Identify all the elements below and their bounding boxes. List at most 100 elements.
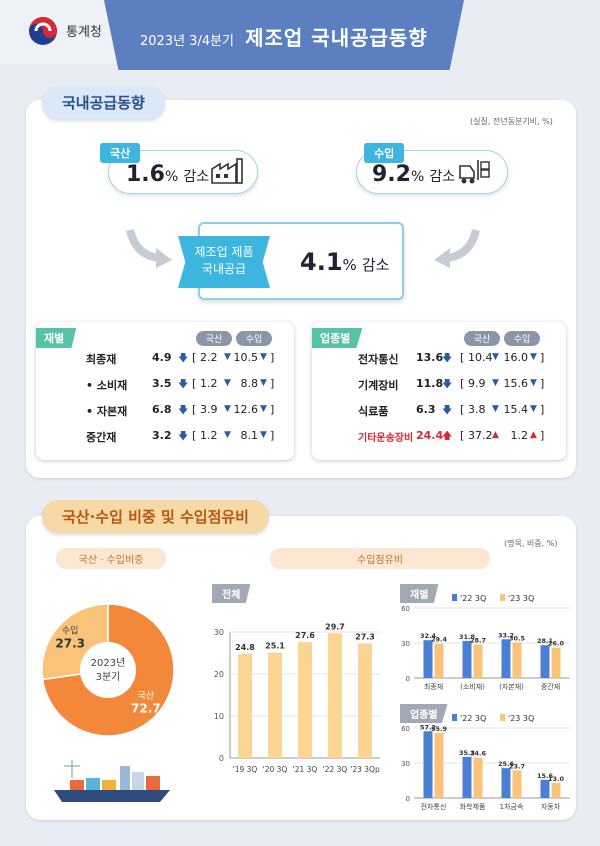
triangle-down-icon: ▼ (492, 352, 499, 362)
bracket-open: [ (192, 429, 197, 442)
section2-unit: (명목, 비중, %) (504, 539, 558, 548)
bracket-close: ] (540, 351, 545, 364)
y-tick-label: 30 (401, 760, 410, 768)
by-goods-tag: 재별 (36, 328, 77, 348)
triangle-down-icon: ▼ (492, 378, 499, 388)
section1-unit: (실질, 전년동분기비, %) (470, 117, 553, 126)
industry-row-total: 6.3 (416, 403, 436, 416)
x-tick-label: (자본재) (499, 682, 524, 691)
import-share-subtitle: 수입점유비 (270, 548, 490, 569)
import-change: 감소 (429, 169, 456, 185)
ship-illustration-icon (54, 760, 170, 802)
goods-row-label: • 소비재 (86, 379, 128, 392)
by-industry-tag: 업종별 (312, 328, 363, 348)
goods-row-label: • 자본재 (86, 405, 128, 418)
goods-row-total: 4.9 (152, 351, 172, 364)
legend-label: '23 3Q (508, 714, 534, 723)
triangle-up-icon: ▲ (492, 430, 499, 440)
industry-row-total: 11.8 (416, 377, 444, 390)
bar (473, 757, 483, 798)
arrow-down-icon: 🡇 (178, 405, 189, 416)
import-value: 9.2 (372, 162, 411, 187)
goods-row-total: 3.2 (152, 429, 172, 442)
goods-row-total: 3.5 (152, 377, 172, 390)
x-tick-label: 최종재 (424, 682, 443, 691)
bar (551, 782, 561, 798)
arrow-down-icon: 🡇 (442, 379, 453, 390)
bracket-open: [ (460, 377, 465, 390)
bar-value-label: 32.4 (420, 632, 437, 640)
goods-row-total: 6.8 (152, 403, 172, 416)
bar (540, 779, 550, 798)
industry-col-dom: 국산 (464, 331, 500, 346)
bracket-open: [ (192, 403, 197, 416)
bar-value-label: 29.7 (325, 622, 345, 631)
legend-swatch (452, 594, 457, 601)
section2-title: 국산·수입 비중 및 수입점유비 (42, 500, 269, 533)
arrow-down-icon: 🡇 (178, 431, 189, 442)
industry-row-total: 13.6 (416, 351, 444, 364)
bar (512, 770, 522, 798)
period-label: 2023년 3/4분기 (140, 34, 235, 49)
bar-value-label: 55.9 (431, 725, 448, 733)
industry-col-imp: 수입 (504, 331, 540, 346)
header-left-bg (0, 0, 120, 64)
bar (462, 640, 472, 678)
x-tick-label: 1차금속 (500, 802, 524, 811)
share-subtitle: 국산 · 수입비중 (56, 548, 166, 569)
bar (238, 653, 252, 758)
x-tick-label: 전자통신 (421, 802, 447, 811)
bar (501, 639, 511, 678)
y-tick-label: 10 (214, 712, 224, 721)
pie-center-label-1: 2023년 (91, 657, 126, 669)
bar (512, 642, 522, 678)
triangle-down-icon: ▼ (492, 404, 499, 414)
bar-value-label: 57.2 (420, 723, 436, 731)
bracket-open: [ (460, 429, 465, 442)
org-name: 통계청 (66, 25, 102, 40)
y-tick-label: 0 (406, 795, 410, 803)
triangle-down-icon: ▼ (224, 378, 231, 388)
legend-swatch (500, 714, 505, 721)
triangle-down-icon: ▼ (530, 404, 537, 414)
industry-row-imp: 15.4 (503, 403, 529, 416)
goods-col-dom: 국산 (196, 331, 232, 346)
goods-row-dom: 2.2 (200, 351, 218, 364)
legend-swatch (452, 714, 457, 721)
bar (434, 643, 444, 678)
legend-label: '23 3Q (508, 594, 534, 603)
arrow-down-icon: 🡇 (178, 353, 189, 364)
right-arrow-icon (434, 228, 480, 268)
bar-value-label: 27.3 (355, 632, 375, 641)
triangle-down-icon: ▼ (224, 430, 231, 440)
pie-hole (80, 642, 136, 698)
factory-icon (211, 158, 243, 184)
triangle-up-icon: ▲ (530, 430, 537, 440)
triangle-down-icon: ▼ (260, 352, 267, 362)
page-title: 2023년 3/4분기 제조업 국내공급동향 (140, 22, 428, 51)
x-tick-label: 자동차 (541, 802, 561, 811)
bar (358, 643, 372, 758)
bar-value-label: 28.7 (470, 637, 486, 645)
triangle-down-icon: ▼ (260, 430, 267, 440)
triangle-down-icon: ▼ (224, 352, 231, 362)
pie-slice-name: 수입 (62, 624, 79, 636)
bar (540, 645, 550, 678)
bar-value-label: 26.0 (548, 640, 565, 648)
bracket-close: ] (540, 377, 545, 390)
bracket-close: ] (540, 403, 545, 416)
forklift-icon (459, 160, 490, 184)
x-tick-label: (소비재) (460, 682, 485, 691)
pie-slice-value: 27.3 (55, 636, 85, 650)
total-tag-line2: 국내공급 (201, 262, 247, 276)
bar-value-label: 24.8 (235, 643, 255, 652)
goods-row-imp: 8.1 (240, 429, 259, 442)
triangle-down-icon: ▼ (260, 378, 267, 388)
bar (423, 640, 433, 678)
bracket-close: ] (540, 429, 545, 442)
goods-bar-chart: 0 30 60 '22 3Q '23 3Q 32.429.4 최종재 31.828.7 (소비재… (401, 594, 570, 691)
bar-value-label: 33.2 (498, 631, 514, 639)
bar-value-label: 34.6 (470, 750, 487, 758)
industry-row-label: 기타운송장비 (358, 433, 414, 444)
header-banner (104, 0, 464, 70)
